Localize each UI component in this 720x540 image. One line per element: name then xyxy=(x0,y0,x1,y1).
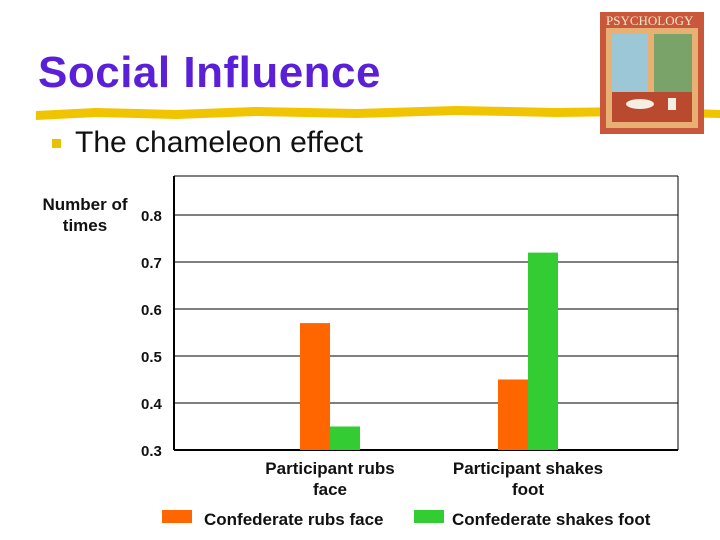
y-tick-label: 0.6 xyxy=(141,302,162,319)
legend-label-confederate-rubs-face: Confederate rubs face xyxy=(204,510,384,529)
y-axis-label: Number of times xyxy=(42,195,128,235)
y-tick-label: 0.3 xyxy=(141,443,162,460)
legend-swatch-confederate-shakes-foot xyxy=(414,510,444,523)
book-cover-title: PSYCHOLOGY xyxy=(606,13,694,28)
book-cover-image: PSYCHOLOGY xyxy=(600,12,704,134)
y-tick-label: 0.4 xyxy=(141,396,163,413)
bullet-text: The chameleon effect xyxy=(75,126,363,159)
y-tick-label: 0.7 xyxy=(141,255,162,272)
bar-confederate-rubs-face xyxy=(498,379,528,450)
y-tick-label: 0.8 xyxy=(141,208,162,225)
x-category-label-participant-rubs-face: Participant rubs face xyxy=(265,459,395,499)
bar-confederate-rubs-face xyxy=(300,323,330,450)
y-tick-label: 0.5 xyxy=(141,349,162,366)
legend-label-confederate-shakes-foot: Confederate shakes foot xyxy=(452,510,651,529)
title-underline xyxy=(36,106,720,120)
legend-swatch-confederate-rubs-face xyxy=(162,510,192,523)
bar-confederate-shakes-foot xyxy=(528,252,558,450)
slide-title: Social Influence xyxy=(38,48,381,97)
bullet-item: The chameleon effect xyxy=(52,126,363,160)
bar-confederate-shakes-foot xyxy=(330,426,360,450)
bullet-square-icon xyxy=(52,138,61,148)
x-category-label-participant-shakes-foot: Participant shakes foot xyxy=(452,459,604,499)
